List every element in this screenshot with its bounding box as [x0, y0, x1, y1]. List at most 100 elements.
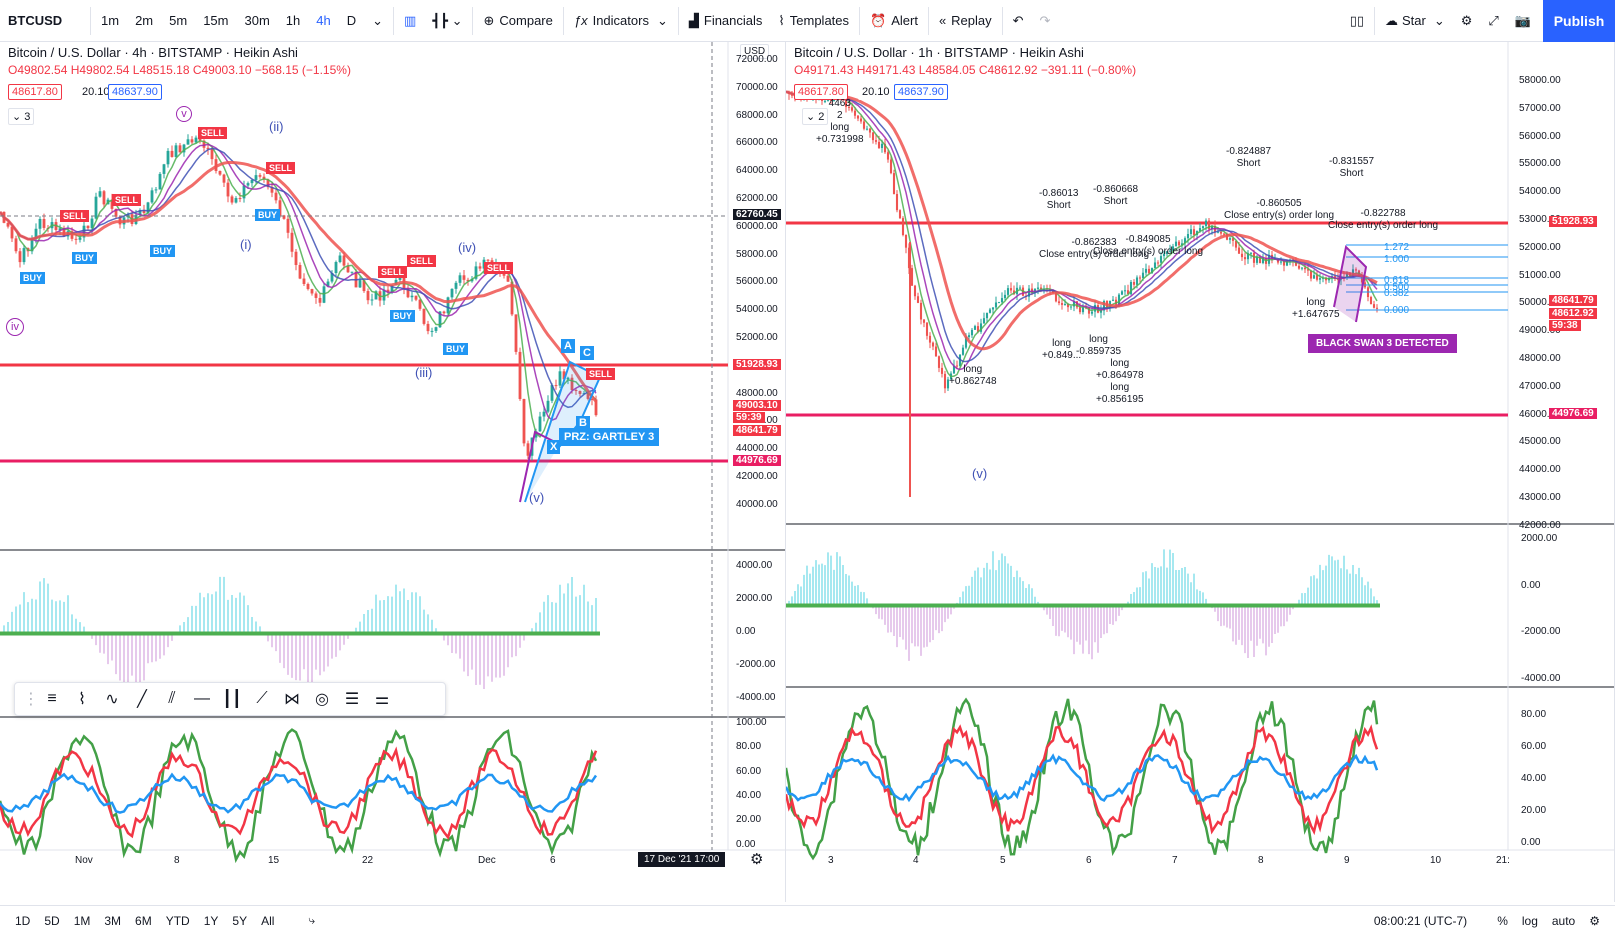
interval-5m[interactable]: 5m [169, 13, 188, 28]
star-button[interactable]: ☁ Star ⌄ [1377, 0, 1453, 42]
interval-30m[interactable]: 30m [244, 13, 270, 28]
right-chart-canvas[interactable] [786, 42, 1615, 902]
fib-circle-icon[interactable]: ◎ [315, 691, 329, 708]
price-axis-label: 55000.00 [1519, 158, 1561, 170]
chevron-down-icon[interactable]: ⌄ [372, 12, 384, 28]
candle [1228, 238, 1232, 240]
interval-4h[interactable]: 4h [316, 13, 331, 28]
range-button-1y[interactable]: 1Y [203, 913, 219, 928]
layout-icon[interactable]: ▯▯ [1349, 12, 1364, 28]
candle [895, 193, 899, 211]
right-bid-price[interactable]: 48617.80 [794, 84, 848, 100]
candle-type-icon[interactable]: ▥ [404, 12, 417, 28]
candle [102, 191, 106, 205]
wave-label: (iv) [458, 240, 477, 255]
auto-toggle[interactable]: auto [1551, 913, 1576, 928]
replay-label: Replay [951, 13, 992, 28]
pattern-point-a: A [561, 339, 575, 353]
undo-icon[interactable]: ↶ [1012, 12, 1024, 28]
rsi-axis-label: 60.00 [1521, 741, 1547, 752]
left-chart-canvas[interactable] [0, 42, 786, 902]
candle [402, 271, 406, 289]
financials-button[interactable]: ▟ Financials [681, 0, 771, 42]
horizontal-ray-icon[interactable]: — [194, 690, 210, 707]
candle [226, 182, 230, 197]
candle [74, 238, 78, 240]
publish-button[interactable]: Publish [1543, 0, 1615, 42]
bars-pattern-icon[interactable]: ┃┃ [222, 691, 242, 708]
gear-icon[interactable]: ⚙ [1460, 12, 1473, 28]
interval-2m[interactable]: 2m [135, 13, 154, 28]
candle [174, 145, 178, 157]
range-button-ytd[interactable]: YTD [165, 913, 190, 928]
candle [1240, 253, 1244, 258]
fib-retracement-icon[interactable]: ☰ [344, 691, 360, 708]
range-button-1d[interactable]: 1D [15, 913, 31, 928]
left-ask-price[interactable]: 48637.90 [108, 84, 162, 100]
alert-button[interactable]: ⏰ Alert [862, 0, 926, 42]
candle [454, 282, 458, 289]
fib-extension-icon[interactable]: ⚌ [374, 691, 390, 708]
range-button-3m[interactable]: 3M [104, 913, 122, 928]
candle [222, 174, 226, 183]
left-bid-price[interactable]: 48617.80 [8, 84, 62, 100]
currency-selector[interactable]: USD [740, 44, 770, 59]
wave-icon[interactable]: ∿ [105, 691, 119, 708]
interval-d[interactable]: D [346, 13, 357, 28]
time-axis-label: 4 [913, 855, 919, 866]
candle [964, 337, 968, 348]
range-button-5d[interactable]: 5D [44, 913, 60, 928]
pattern-icon[interactable]: ⌇ [78, 691, 86, 708]
date-range-icon[interactable]: ⤷ [308, 913, 316, 927]
other-price-tag: 48641.79 [1549, 295, 1597, 306]
candle [406, 288, 410, 298]
candle [880, 143, 884, 149]
interval-15m[interactable]: 15m [203, 13, 229, 28]
bars-icon[interactable]: ┫┣ ⌄ [432, 12, 463, 28]
candle [554, 385, 558, 387]
redo-icon[interactable]: ↷ [1039, 12, 1051, 28]
compare-label: Compare [499, 13, 553, 28]
lines-icon[interactable]: ≡ [47, 690, 57, 707]
range-button-5y[interactable]: 5Y [232, 913, 248, 928]
symbol-search[interactable]: BTCUSD [8, 13, 63, 28]
range-button-1m[interactable]: 1M [73, 913, 91, 928]
range-button-all[interactable]: All [261, 913, 275, 928]
camera-icon[interactable]: 📷 [1514, 12, 1531, 28]
candle [853, 110, 857, 116]
candle [988, 309, 992, 313]
replay-button[interactable]: « Replay [931, 0, 1000, 42]
fullscreen-icon[interactable]: ⤢ [1488, 12, 1499, 28]
templates-button[interactable]: ⌇ Templates [770, 0, 857, 42]
channel-icon[interactable]: ⫽ [168, 690, 176, 707]
xabcd-icon[interactable]: ⋈ [284, 691, 300, 708]
clock[interactable]: 08:00:21 (UTC-7) [1373, 913, 1468, 928]
left-chart-pane[interactable]: Bitcoin / U.S. Dollar · 4h · BITSTAMP · … [0, 42, 786, 902]
percent-toggle[interactable]: % [1497, 913, 1508, 928]
settings-icon[interactable]: ⚙ [1589, 913, 1600, 928]
drag-handle-icon[interactable]: ⋮ [23, 691, 39, 708]
right-chart-pane[interactable]: Bitcoin / U.S. Dollar · 1h · BITSTAMP · … [786, 42, 1615, 902]
candle [194, 137, 198, 143]
ray-icon[interactable]: ⟋ [256, 690, 268, 707]
sell-signal: SELL [266, 162, 296, 174]
candle [394, 279, 398, 285]
range-button-6m[interactable]: 6M [135, 913, 152, 928]
right-ask-price[interactable]: 48637.90 [894, 84, 948, 100]
compare-button[interactable]: ⊕ Compare [475, 0, 560, 42]
strategy-annotation: long +0.864978 long +0.856195 [1096, 358, 1144, 405]
right-indicator-toggle[interactable]: ⌄ 2 [802, 108, 829, 125]
interval-1m[interactable]: 1m [101, 13, 120, 28]
drawing-toolbar[interactable]: ⋮ ≡ ⌇ ∿ ╱ ⫽ — ┃┃ ⟋ ⋈ ◎ ☰ ⚌ [14, 682, 446, 716]
interval-1h[interactable]: 1h [285, 13, 301, 28]
star-label: Star [1402, 13, 1426, 28]
candle [586, 393, 590, 399]
trendline-icon[interactable]: ╱ [137, 691, 147, 708]
candle [458, 275, 462, 283]
left-indicator-toggle[interactable]: ⌄ 3 [8, 108, 35, 125]
other-price-tag: 48641.79 [733, 425, 781, 436]
gear-icon[interactable]: ⚙ [750, 851, 764, 868]
indicators-button[interactable]: ƒx Indicators ⌄ [566, 0, 676, 42]
log-toggle[interactable]: log [1521, 913, 1538, 928]
price-axis-label: 64000.00 [736, 165, 778, 177]
